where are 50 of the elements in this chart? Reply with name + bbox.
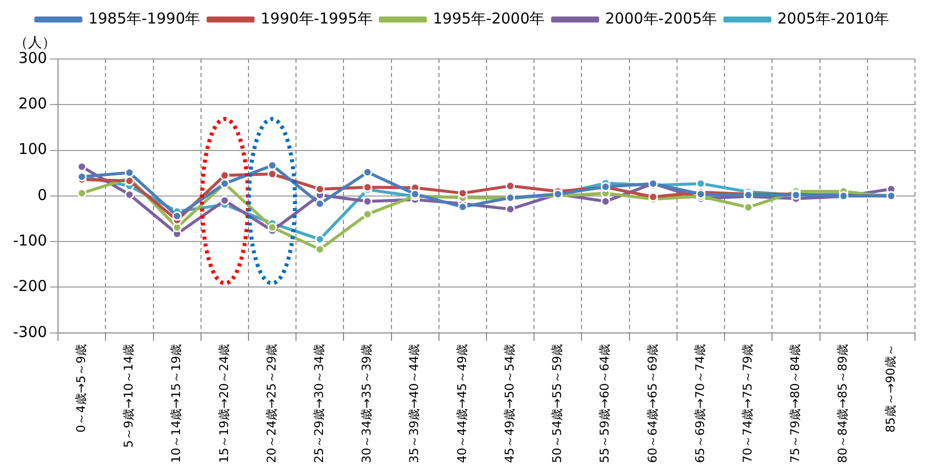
point	[506, 204, 516, 214]
x-tick-label: 5～9歳→10～14歳	[122, 344, 136, 448]
legend-label: 1995年-2000年	[432, 9, 545, 28]
x-tick-label: 55～59歳→60～64歳	[598, 344, 612, 464]
x-tick-label: 20～24歳→25～29歳	[264, 344, 278, 464]
point	[124, 176, 134, 186]
point	[315, 244, 325, 254]
x-tick-label: 25～29歳→30～34歳	[312, 344, 326, 464]
point	[506, 181, 516, 191]
x-tick-label: 30～34歳→35～39歳	[360, 344, 374, 464]
point	[744, 202, 754, 212]
legend-label: 1985年-1990年	[88, 9, 200, 28]
legend-label: 2005年-2010年	[777, 9, 890, 28]
point	[315, 184, 325, 194]
y-tick-label: -200	[12, 277, 48, 296]
x-tick-label: 60～64歳→65～69歳	[645, 344, 660, 464]
y-tick-label: -300	[12, 322, 48, 341]
legend-label: 2000年-2005年	[605, 9, 717, 28]
point	[124, 190, 134, 200]
y-tick-label: 0	[37, 186, 48, 204]
y-tick-label: 300	[18, 48, 48, 67]
y-tick-label: -100	[12, 231, 48, 250]
point	[268, 169, 278, 179]
point	[458, 202, 468, 212]
point	[268, 160, 278, 170]
x-tick-label: 75～79歳→80～84歳	[788, 344, 802, 464]
x-tick-label: 10～14歳→15～19歳	[169, 344, 184, 464]
y-axis-title: （人）	[14, 34, 56, 52]
x-tick-label: 65～69歳→70～74歳	[692, 344, 707, 464]
y-tick-label: 100	[18, 140, 48, 158]
point	[362, 196, 372, 206]
x-tick-label: 80～84歳→85～89歳	[836, 344, 850, 464]
point	[220, 170, 230, 180]
x-tick-label: 15～19歳→20～24歳	[216, 344, 231, 464]
x-tick-label: 0～4歳→5～9歳	[74, 344, 88, 432]
point	[220, 196, 230, 206]
point	[268, 222, 278, 232]
point	[315, 198, 325, 208]
x-tick-label: 45～49歳→50～54歳	[502, 344, 516, 464]
x-tick-label: 40～44歳→45～49歳	[454, 344, 469, 464]
legend-label: 1990年-1995年	[260, 9, 372, 28]
x-tick-label: 50～54歳→55～59歳	[550, 344, 564, 464]
point	[696, 178, 706, 188]
point	[124, 168, 134, 178]
point	[600, 196, 610, 206]
x-tick-label: 70～74歳→75～79歳	[740, 344, 754, 464]
y-tick-label: 200	[18, 94, 48, 113]
point	[172, 211, 182, 221]
x-tick-label: 35～39歳→40～44歳	[407, 344, 422, 464]
x-tick-label: 85歳～→90歳～	[883, 344, 898, 432]
